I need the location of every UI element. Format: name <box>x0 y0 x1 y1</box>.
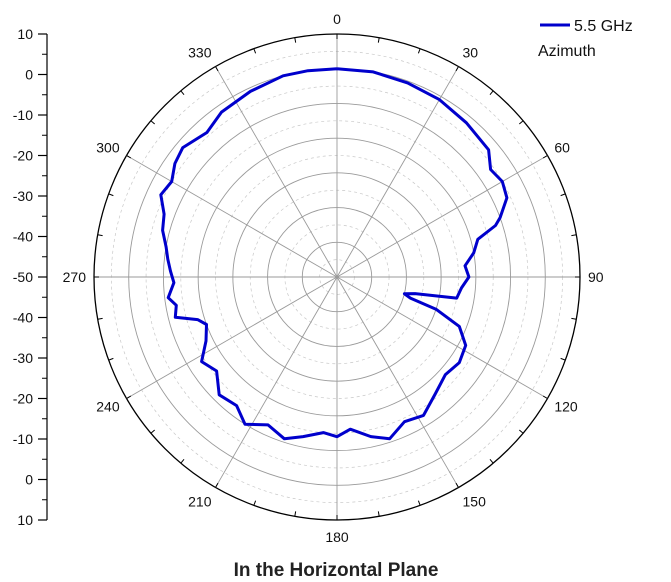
angle-tick <box>253 48 257 54</box>
grid-spoke <box>215 66 338 278</box>
legend: 5.5 GHz Azimuth <box>538 18 633 60</box>
chart-title: In the Horizontal Plane <box>234 560 439 581</box>
grid-spoke <box>126 276 338 399</box>
angle-tick <box>571 317 577 320</box>
scale-tick-label: 10 <box>17 26 33 42</box>
angle-tick <box>455 66 459 72</box>
angle-label: 240 <box>96 399 120 415</box>
angle-tick <box>542 395 548 399</box>
angle-tick <box>126 395 132 399</box>
polar-grid <box>93 33 581 521</box>
angle-tick <box>455 482 459 488</box>
angle-tick <box>489 458 494 464</box>
angle-label: 270 <box>63 269 87 285</box>
angle-label: 0 <box>333 11 341 27</box>
angle-tick <box>294 511 297 517</box>
legend-series-name: 5.5 GHz <box>574 18 633 35</box>
scale-tick-label: 0 <box>25 67 33 83</box>
grid-spoke <box>336 276 459 488</box>
radial-scale: 10 0 -10 -20 -30 -40 -50 -40 -30 -20 -10 0 10 <box>13 26 48 528</box>
angle-tick <box>97 234 103 237</box>
grid-spoke <box>336 276 548 399</box>
angle-tick <box>377 37 380 43</box>
angle-label: 90 <box>588 269 604 285</box>
angle-tick <box>97 317 103 320</box>
scale-tick-label: -20 <box>13 148 33 164</box>
angle-tick <box>417 500 421 506</box>
angle-tick <box>150 429 156 434</box>
grid-spoke <box>126 155 338 278</box>
angle-label: 210 <box>188 493 212 509</box>
angle-tick <box>108 193 114 197</box>
angle-tick <box>150 120 156 125</box>
grid-spoke <box>336 66 459 278</box>
scale-tick-label: -10 <box>13 431 33 447</box>
angle-label: 330 <box>188 45 212 61</box>
scale-tick-label: -40 <box>13 229 33 245</box>
angle-tick <box>215 66 219 72</box>
angle-tick <box>294 37 297 43</box>
angle-tick <box>417 48 421 54</box>
scale-tick-label: -10 <box>13 107 33 123</box>
angle-tick <box>571 234 577 237</box>
angular-labels: 0 30 60 90 120 150 180 210 240 270 300 330 <box>63 11 604 545</box>
angle-tick <box>180 90 185 96</box>
scale-tick-label: -40 <box>13 310 33 326</box>
scale-tick-label: 0 <box>25 472 33 488</box>
angle-tick <box>377 511 380 517</box>
angle-tick <box>180 458 185 464</box>
angle-tick <box>560 193 566 197</box>
angle-tick <box>542 155 548 159</box>
angle-tick <box>126 155 132 159</box>
angle-tick <box>489 90 494 96</box>
scale-tick-label: -30 <box>13 350 33 366</box>
series-layer <box>159 67 509 441</box>
grid-spoke <box>215 276 338 488</box>
angle-label: 150 <box>463 493 487 509</box>
legend-series-subtitle: Azimuth <box>538 43 596 60</box>
angle-label: 60 <box>554 140 570 156</box>
scale-tick-label: -30 <box>13 188 33 204</box>
scale-tick-label: -20 <box>13 391 33 407</box>
angle-tick <box>518 429 524 434</box>
angle-label: 30 <box>463 45 479 61</box>
scale-tick-label: -50 <box>13 269 33 285</box>
angle-tick <box>253 500 257 506</box>
angle-tick <box>518 120 524 125</box>
series-line <box>159 67 509 441</box>
grid-spoke <box>336 155 548 278</box>
angle-tick <box>108 357 114 361</box>
angle-label: 180 <box>325 529 349 545</box>
angle-tick <box>560 357 566 361</box>
angle-tick <box>215 482 219 488</box>
angle-label: 120 <box>554 399 578 415</box>
angle-label: 300 <box>96 140 120 156</box>
scale-tick-label: 10 <box>17 512 33 528</box>
